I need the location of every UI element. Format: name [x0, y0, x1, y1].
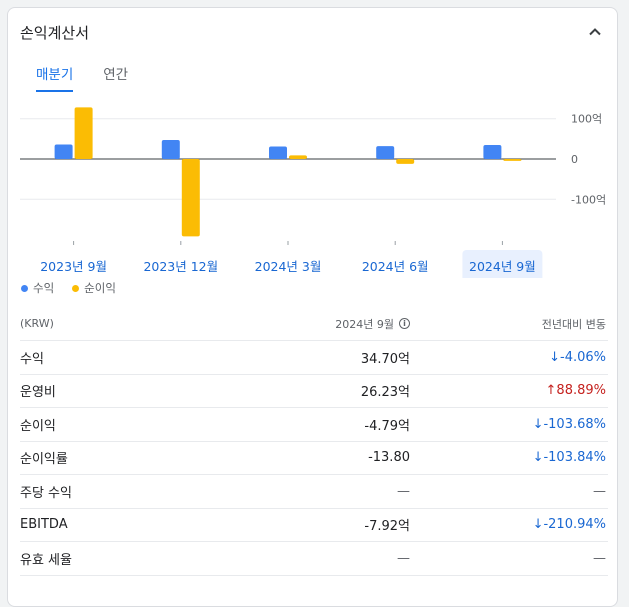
row-label: 순이익: [20, 418, 56, 434]
row-value: —: [397, 550, 410, 566]
period-label: 2024년 9월: [335, 317, 394, 331]
card-title: 손익계산서: [20, 24, 90, 42]
row-change: ↓-103.68%: [532, 416, 606, 432]
row-value: 34.70억: [360, 351, 410, 367]
bar-revenue: [483, 145, 502, 159]
selected-category-highlight: [462, 250, 543, 278]
bar-net-income: [289, 155, 307, 159]
chevron-up-icon[interactable]: [585, 22, 605, 42]
bar-net-income: [503, 159, 522, 161]
legend-item-net-income: 순이익: [72, 280, 116, 296]
y-tick-label: 0: [571, 153, 578, 166]
legend-item-revenue: 수익: [21, 280, 54, 296]
bar-revenue: [376, 146, 395, 159]
table-row: 순이익 -4.79억 ↓-103.68%: [20, 408, 608, 442]
y-tick-label: -100억: [571, 193, 606, 206]
x-tick-label[interactable]: 2023년 12월: [143, 259, 218, 274]
row-value: -4.79억: [364, 418, 410, 434]
bar-net-income: [181, 159, 200, 237]
currency-label: (KRW): [20, 317, 54, 330]
row-label: 주당 수익: [20, 485, 72, 501]
row-value: 26.23억: [360, 385, 410, 401]
row-change: ↓-4.06%: [549, 349, 606, 365]
table-row: 유효 세율 — —: [20, 542, 608, 576]
row-change: ↓-210.94%: [532, 517, 606, 533]
x-tick-label[interactable]: 2024년 9월: [469, 259, 536, 274]
table-body: 수익 34.70억 ↓-4.06% 운영비 26.23억 ↑88.89% 순이익 -4.79억…: [20, 341, 608, 576]
row-label: 수익: [20, 351, 44, 367]
y-tick-label: 100억: [571, 113, 602, 126]
x-tick-label[interactable]: 2023년 9월: [40, 259, 107, 274]
row-label: EBITDA: [20, 517, 68, 533]
row-value: -7.92억: [364, 519, 410, 535]
tab-annual[interactable]: 연간: [103, 67, 129, 83]
table-row: 주당 수익 — —: [20, 475, 608, 509]
legend-dot-net-income: [72, 284, 80, 292]
period-tabs: 매분기 연간: [36, 63, 128, 92]
row-change: ↓-103.84%: [532, 450, 606, 466]
x-tick-label[interactable]: 2024년 3월: [255, 259, 322, 274]
row-change: ↑88.89%: [545, 383, 606, 399]
bar-revenue: [269, 146, 287, 159]
row-label: 운영비: [20, 385, 56, 401]
bar-net-income: [74, 107, 93, 159]
row-label: 순이익률: [20, 452, 68, 468]
bar-chart: 100억 0 -100억 2023년 9월 2023년 12월 2024년 3월 2024년…: [20, 107, 606, 278]
income-statement-card: 손익계산서 매분기 연간 100억 0 -100억 2023년 9월 2023년 12월…: [7, 7, 618, 607]
table-row: 수익 34.70억 ↓-4.06%: [20, 341, 608, 375]
table-row: EBITDA -7.92억 ↓-210.94%: [20, 509, 608, 542]
period-header: 2024년 9월 i: [212, 316, 412, 332]
change-header: 전년대비 변동: [541, 317, 606, 331]
info-icon[interactable]: i: [399, 318, 410, 329]
legend-label-revenue: 수익: [33, 281, 55, 295]
x-tick-label[interactable]: 2024년 6월: [362, 259, 429, 274]
table-row: 순이익률 -13.80 ↓-103.84%: [20, 442, 608, 475]
bar-revenue: [54, 144, 73, 159]
financial-table: (KRW) 2024년 9월 i 전년대비 변동 수익 34.70억 ↓-4.06%…: [20, 307, 608, 576]
row-value: -13.80: [368, 450, 410, 466]
row-value: —: [397, 483, 410, 499]
legend-label-net-income: 순이익: [84, 281, 116, 295]
legend-dot-revenue: [21, 284, 28, 292]
bar-net-income: [396, 159, 415, 164]
chart-legend: 수익 순이익: [21, 280, 116, 296]
row-change: —: [593, 483, 606, 499]
tab-quarterly[interactable]: 매분기: [36, 63, 74, 92]
table-row: 운영비 26.23억 ↑88.89%: [20, 375, 608, 408]
row-change: —: [593, 550, 606, 566]
table-header-row: (KRW) 2024년 9월 i 전년대비 변동: [20, 307, 608, 341]
row-label: 유효 세율: [20, 552, 72, 568]
bar-revenue: [161, 140, 180, 159]
